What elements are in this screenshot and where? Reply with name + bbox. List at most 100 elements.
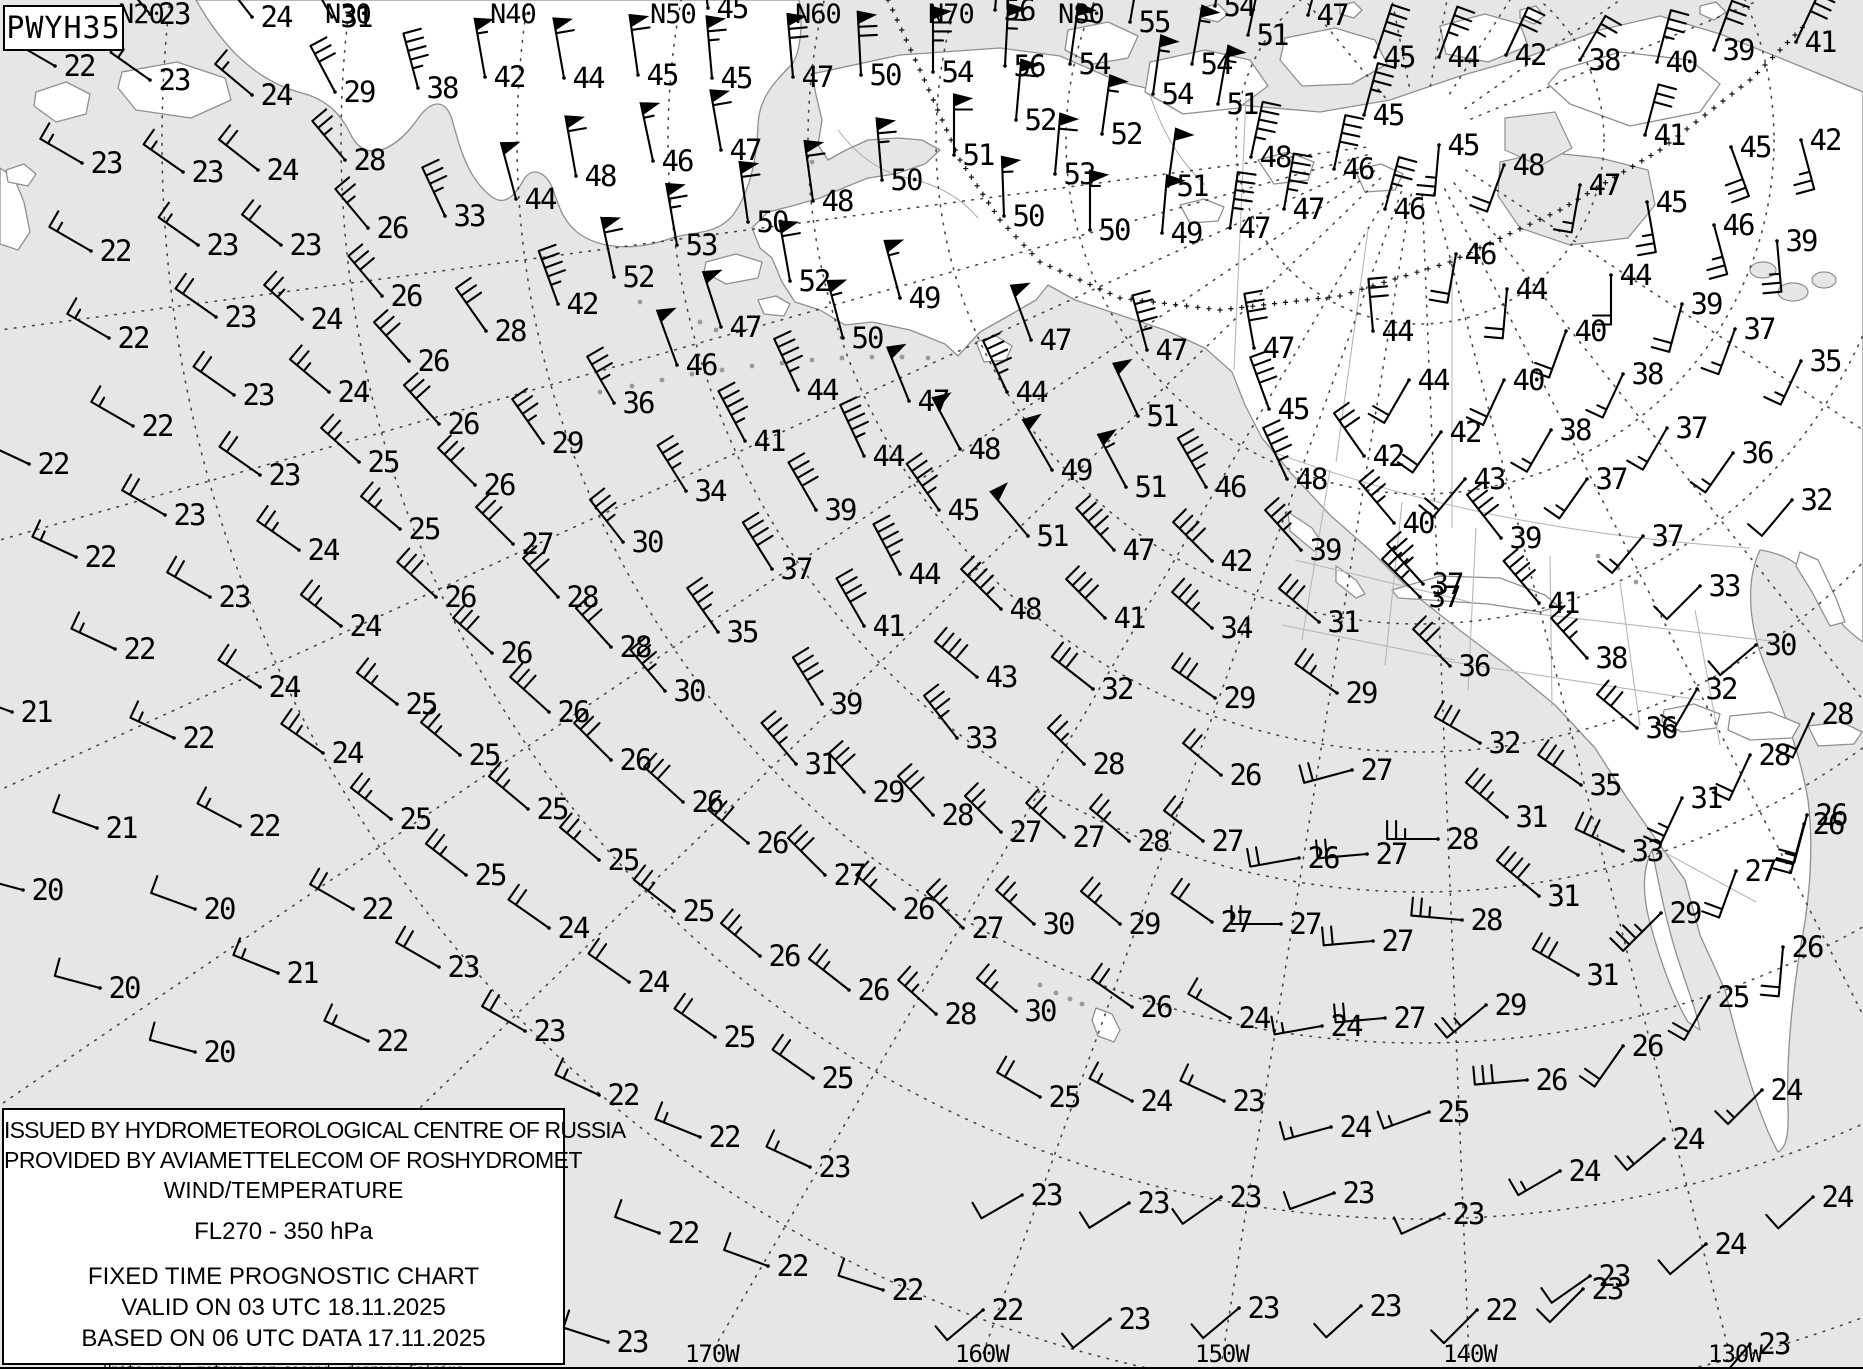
station-temperature: 51: [1147, 399, 1178, 433]
wind-barb: [1537, 739, 1583, 787]
wind-barb: [673, 992, 717, 1039]
station-temperature: 39: [1310, 533, 1341, 567]
chart-code: PWYH35: [6, 11, 121, 46]
station: 38: [1585, 357, 1665, 419]
station: 48: [960, 555, 1043, 626]
wind-barb: [960, 555, 1003, 611]
wind-barb: [1003, 2, 1028, 68]
station: 49: [883, 239, 942, 315]
station: 33: [421, 158, 487, 233]
wind-barb: [574, 595, 613, 649]
wind-barb: [39, 122, 84, 165]
wind-barb: [1278, 1121, 1333, 1141]
station: 54: [1068, 2, 1113, 81]
station-temperature: 22: [668, 1216, 699, 1250]
wind-barb: [1765, 1195, 1815, 1230]
station-temperature: 38: [1632, 357, 1663, 391]
station-temperature: 32: [1102, 672, 1133, 706]
wind-barb: [971, 1193, 1024, 1220]
station: 22: [66, 297, 150, 355]
wind-barb: [419, 707, 462, 757]
station-temperature: 29: [1346, 676, 1377, 710]
wind-barb: [931, 6, 953, 74]
station-temperature: 35: [1810, 344, 1841, 378]
wind-barb: [1643, 796, 1684, 846]
station-temperature: 20: [109, 971, 140, 1005]
wind-barb: [587, 937, 631, 984]
station: 50: [856, 10, 903, 92]
station-temperature: 23: [819, 1150, 850, 1184]
station: 27: [787, 824, 867, 892]
station: 30: [975, 963, 1058, 1028]
wind-barb: [885, 343, 911, 403]
station: 33: [1574, 811, 1665, 868]
wind-barb: [586, 346, 616, 405]
station-temperature: 45: [721, 61, 752, 95]
wind-barb: [588, 487, 625, 544]
station-temperature: 37: [1432, 567, 1463, 601]
wind-barb: [263, 270, 304, 321]
station-temperature: 23: [174, 498, 205, 532]
station-temperature: 25: [683, 894, 714, 928]
station: 38: [1510, 413, 1593, 473]
station: 51: [1216, 44, 1260, 121]
wind-barb: [741, 511, 774, 571]
station-temperature: 24: [269, 670, 301, 704]
wind-barb: [1655, 687, 1699, 733]
station: 29: [1434, 988, 1528, 1039]
station-temperature: 54: [942, 55, 974, 89]
wind-barb: [1410, 896, 1464, 922]
station: 36: [1595, 679, 1679, 745]
station-temperature: 26: [620, 743, 651, 777]
station: 25: [355, 657, 439, 721]
station-temperature: 46: [1215, 470, 1246, 504]
station: 23: [971, 1178, 1064, 1220]
station: 26: [706, 794, 790, 860]
station-temperature: 24: [332, 736, 364, 770]
station: 54: [1151, 34, 1196, 111]
station-temperature: 45: [1448, 128, 1479, 162]
station-temperature: 42: [1810, 123, 1841, 157]
station-temperature: 26: [692, 785, 723, 819]
station: 38: [1578, 14, 1623, 77]
station: 45: [1724, 130, 1773, 204]
station: 26: [643, 752, 725, 819]
station: 29: [1171, 652, 1257, 715]
wind-barb: [1358, 469, 1396, 525]
wind-barb: [1332, 114, 1365, 171]
station: 23: [765, 1129, 852, 1184]
info-chart-type: FIXED TIME PROGNOSTIC CHART: [87, 1263, 480, 1290]
station-temperature: 43: [986, 660, 1017, 694]
wind-barb: [558, 812, 601, 862]
station-temperature: 40: [1575, 314, 1606, 348]
wind-barb: [839, 396, 869, 458]
wind-barb: [1689, 451, 1735, 494]
station-temperature: 24: [350, 609, 382, 643]
station: 47: [786, 12, 835, 94]
wind-barb: [90, 385, 135, 428]
station-temperature: 23: [91, 146, 122, 180]
info-product: WIND/TEMPERATURE: [163, 1177, 404, 1203]
wind-barb: [837, 1257, 885, 1292]
station-temperature: 32: [1706, 672, 1737, 706]
wind-barb: [709, 89, 732, 152]
wind-barb: [1078, 1201, 1131, 1229]
station: 27: [1321, 924, 1415, 958]
info-provider: PROVIDED BY AVIAMETTELECOM OF ROSHYDROME…: [4, 1147, 583, 1173]
station-temperature: 44: [873, 439, 905, 473]
wind-barb: [1246, 0, 1257, 37]
station: 44: [1483, 272, 1550, 340]
station-temperature: 25: [1438, 1095, 1469, 1129]
station: 28: [1711, 738, 1792, 801]
station: 28: [454, 276, 528, 348]
station: 40: [1465, 363, 1546, 426]
station-temperature: 28: [354, 143, 385, 177]
station: 52: [600, 216, 655, 294]
station: 22: [934, 1293, 1024, 1342]
station: 49: [1021, 413, 1094, 487]
wind-barb: [856, 10, 878, 77]
station: 24: [1508, 1154, 1603, 1197]
station-temperature: 51: [963, 138, 994, 172]
station: 41: [1502, 548, 1581, 620]
info-issuer: ISSUED BY HYDROMETEOROLOGICAL CENTRE OF …: [4, 1117, 626, 1143]
